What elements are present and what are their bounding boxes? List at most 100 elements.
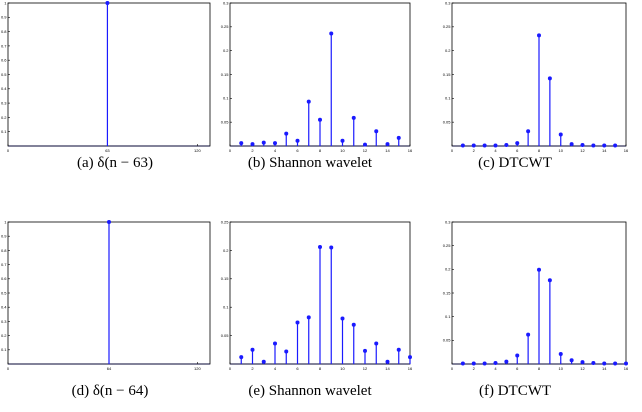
y-tick-label: 0.1 xyxy=(445,96,451,101)
x-tick-label: 10 xyxy=(559,366,564,371)
data-point xyxy=(460,361,465,366)
data-point xyxy=(460,143,465,148)
data-point xyxy=(482,143,487,148)
y-tick-label: 0.1 xyxy=(1,347,7,352)
data-point xyxy=(295,320,300,325)
y-tick-label: 0.3 xyxy=(1,319,7,324)
x-tick-label: 16 xyxy=(624,148,629,153)
y-tick-label: 0.2 xyxy=(223,248,229,253)
x-tick-label: 6 xyxy=(296,148,299,153)
y-tick-label: 0.05 xyxy=(443,120,452,125)
y-tick-label: 0.7 xyxy=(1,43,7,48)
x-tick-label: 120 xyxy=(194,148,201,153)
y-tick-label: 0.7 xyxy=(1,262,7,267)
caption-d: (d) δ(n − 64) xyxy=(71,383,149,399)
data-point xyxy=(504,143,509,148)
x-tick-label: 0 xyxy=(7,148,10,153)
x-tick-label: 12 xyxy=(580,148,585,153)
x-tick-label: 14 xyxy=(385,366,390,371)
data-point xyxy=(471,143,476,148)
x-tick-label: 120 xyxy=(194,366,201,371)
y-tick-label: 0.1 xyxy=(1,129,7,134)
x-tick-label: 63 xyxy=(105,148,110,153)
x-tick-label: 10 xyxy=(340,366,345,371)
data-point xyxy=(471,361,476,366)
x-tick-label: 14 xyxy=(602,148,607,153)
data-point xyxy=(385,359,390,364)
data-point xyxy=(250,347,255,352)
data-point xyxy=(318,244,322,249)
data-point xyxy=(515,141,520,146)
data-point xyxy=(569,142,574,147)
x-tick-label: 10 xyxy=(559,148,564,153)
data-point xyxy=(239,355,244,360)
data-point xyxy=(408,355,412,360)
data-point xyxy=(105,1,110,5)
x-tick-label: 0 xyxy=(229,366,232,371)
y-tick-label: 0.9 xyxy=(1,234,7,239)
x-tick-label: 14 xyxy=(385,148,390,153)
data-point xyxy=(515,353,520,358)
y-tick-label: 0.15 xyxy=(443,290,452,295)
y-tick-label: 0.5 xyxy=(1,72,7,77)
data-point xyxy=(569,358,574,363)
data-point xyxy=(261,140,266,145)
x-tick-label: 12 xyxy=(363,366,368,371)
data-point xyxy=(385,142,390,147)
x-tick-label: 16 xyxy=(624,366,629,371)
y-tick-label: 1 xyxy=(4,219,7,224)
y-tick-label: 0.5 xyxy=(1,290,7,295)
data-point xyxy=(374,129,379,134)
data-point xyxy=(547,76,552,81)
data-point xyxy=(284,131,289,136)
data-point xyxy=(318,117,322,122)
y-tick-label: 0.15 xyxy=(221,72,230,77)
y-tick-label: 0.9 xyxy=(1,15,7,20)
data-point xyxy=(526,332,531,337)
data-point xyxy=(329,31,334,36)
data-point xyxy=(107,220,111,224)
y-tick-label: 0.1 xyxy=(223,305,229,310)
x-tick-label: 64 xyxy=(107,366,112,371)
y-tick-label: 0.1 xyxy=(445,314,451,319)
y-tick-label: 0.2 xyxy=(1,115,7,120)
x-tick-label: 14 xyxy=(602,366,607,371)
x-tick-label: 6 xyxy=(516,148,519,153)
x-tick-label: 2 xyxy=(251,148,254,153)
data-point xyxy=(273,341,277,346)
y-tick-label: 0.6 xyxy=(1,276,7,281)
data-point xyxy=(239,141,244,146)
x-tick-label: 16 xyxy=(408,148,413,153)
y-tick-label: 0.15 xyxy=(443,72,452,77)
y-tick-label: 0.05 xyxy=(221,120,230,125)
data-point xyxy=(306,315,311,320)
data-point xyxy=(537,267,541,272)
data-point xyxy=(340,316,345,321)
data-point xyxy=(624,361,628,366)
data-point xyxy=(526,129,531,134)
data-point xyxy=(374,341,379,346)
data-point xyxy=(537,33,541,38)
x-tick-label: 2 xyxy=(473,366,476,371)
x-tick-label: 2 xyxy=(251,366,254,371)
data-point xyxy=(493,143,498,148)
data-point xyxy=(295,138,300,143)
data-point xyxy=(482,361,487,366)
y-tick-label: 0.6 xyxy=(1,58,7,63)
y-tick-label: 0.25 xyxy=(221,219,230,224)
data-point xyxy=(396,135,401,140)
y-tick-label: 1 xyxy=(4,0,7,5)
y-tick-label: 0.4 xyxy=(1,305,7,310)
y-tick-label: 0.2 xyxy=(1,333,7,338)
data-point xyxy=(261,359,266,364)
data-point xyxy=(504,359,509,364)
y-tick-label: 0.05 xyxy=(221,333,230,338)
y-tick-label: 0.3 xyxy=(223,0,229,5)
data-point xyxy=(558,352,563,357)
